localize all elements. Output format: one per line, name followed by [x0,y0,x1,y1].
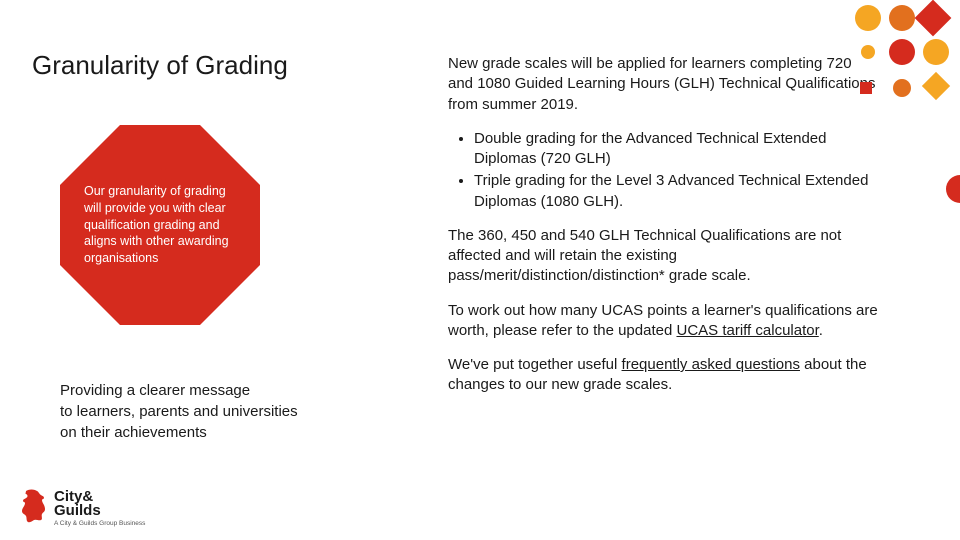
lion-icon [20,489,48,528]
octagon-graphic: Our granularity of grading will provide … [60,125,260,325]
octagon-shape: Our granularity of grading will provide … [60,125,260,325]
faq-link[interactable]: frequently asked questions [622,356,800,373]
left-caption: Providing a clearer message to learners,… [60,380,380,443]
body-paragraph-4: We've put together useful frequently ask… [448,355,878,396]
p3-text-post: . [819,322,823,339]
logo-subtext: A City & Guilds Group Business [54,520,145,527]
logo-text-line2: Guilds [54,504,145,518]
corner-decoration [760,0,960,200]
body-paragraph-2: The 360, 450 and 540 GLH Technical Quali… [448,226,878,287]
slide-title: Granularity of Grading [32,50,288,81]
body-paragraph-3: To work out how many UCAS points a learn… [448,301,878,342]
brand-logo: City& Guilds A City & Guilds Group Busin… [20,489,145,528]
ucas-tariff-link[interactable]: UCAS tariff calculator [676,322,818,339]
octagon-text: Our granularity of grading will provide … [84,183,236,267]
p4-text-pre: We've put together useful [448,356,622,373]
side-decoration [946,175,960,210]
